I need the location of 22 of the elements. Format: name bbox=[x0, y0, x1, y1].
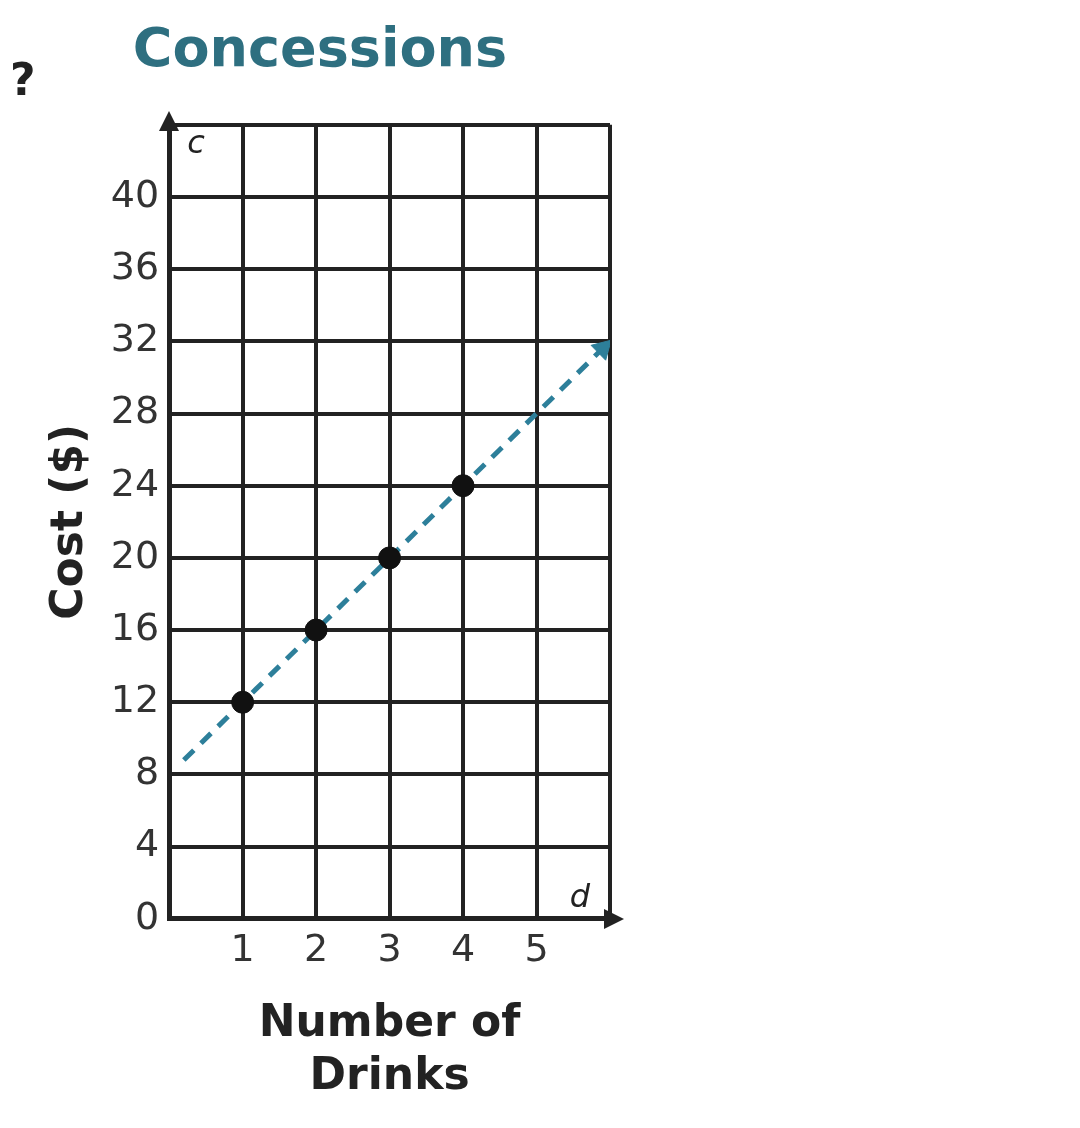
text: ? bbox=[10, 54, 36, 105]
y-tick-label: 28 bbox=[110, 388, 160, 433]
y-tick-label: 40 bbox=[110, 171, 160, 216]
x-tick-label: 3 bbox=[377, 926, 402, 971]
y-tick-label: 16 bbox=[110, 604, 160, 649]
y-tick-label: 0 bbox=[134, 893, 160, 938]
x-tick-label: 5 bbox=[524, 926, 549, 971]
y-tick-label: 24 bbox=[110, 460, 160, 505]
y-tick-label: 32 bbox=[110, 316, 160, 361]
y-axis-title: Cost ($) bbox=[40, 423, 92, 620]
y-tick-label: 12 bbox=[110, 677, 160, 722]
x-tick-label: 1 bbox=[230, 926, 255, 971]
chart-title: Concessions bbox=[132, 16, 508, 80]
y-tick-label: 36 bbox=[110, 244, 160, 289]
y-tick-label: 8 bbox=[134, 749, 160, 794]
x-axis-title: Number of Drinks bbox=[258, 995, 522, 1100]
annotation: c bbox=[187, 122, 206, 161]
y-tick-label: 20 bbox=[110, 532, 160, 577]
x-tick-label: 2 bbox=[304, 926, 329, 971]
annotation: d bbox=[569, 876, 591, 915]
y-tick-label: 4 bbox=[134, 821, 160, 866]
x-tick-label: 4 bbox=[450, 926, 476, 971]
